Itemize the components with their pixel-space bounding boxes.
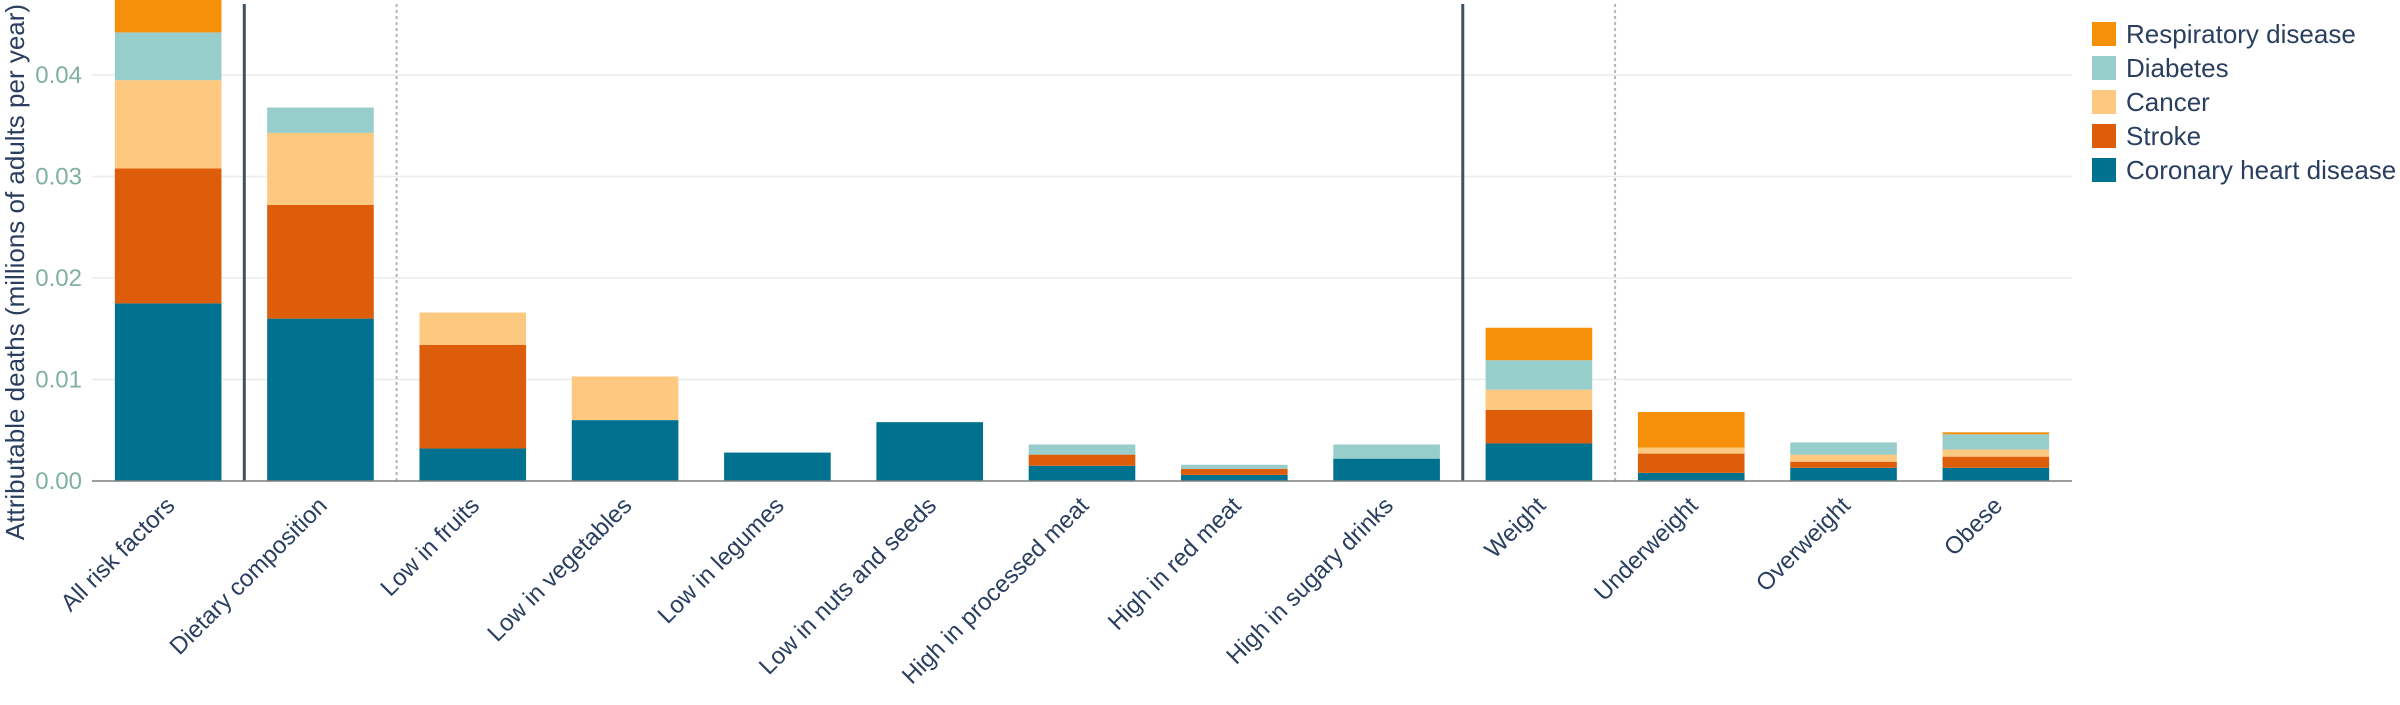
legend: Respiratory disease Diabetes Cancer Stroke C…	[2092, 19, 2396, 185]
bar-segment	[571, 376, 679, 421]
bar-segment	[876, 422, 983, 481]
y-tick-label: 0.04	[35, 62, 82, 89]
bar-segment	[419, 312, 527, 346]
legend-label: Cancer	[2126, 87, 2210, 117]
bar-segment	[1028, 444, 1136, 455]
bar-segment	[114, 80, 222, 169]
bar-segment	[571, 420, 679, 481]
x-tick-label: Low in nuts and seeds	[754, 492, 942, 680]
x-tick-label: Weight	[1480, 492, 1552, 564]
bar-segment	[1942, 432, 2050, 435]
bar-segment	[1637, 472, 1745, 481]
legend-swatch	[2092, 90, 2116, 114]
bars	[114, 0, 2050, 481]
x-tick-label: Underweight	[1589, 492, 1704, 607]
bar-segment	[1028, 454, 1136, 466]
bar-segment	[1485, 389, 1593, 410]
legend-label: Respiratory disease	[2126, 19, 2356, 49]
bar-segment	[1485, 360, 1593, 390]
y-tick-labels: 0.00 0.01 0.02 0.03 0.04	[35, 62, 82, 495]
bar-segment	[1181, 464, 1288, 469]
bar-segment	[1333, 458, 1440, 481]
bar-segment	[114, 0, 222, 33]
group-separators	[242, 4, 1617, 481]
bar-segment	[267, 107, 374, 133]
bar-segment	[419, 345, 527, 449]
bar-segment	[724, 452, 831, 481]
bar-segment	[267, 204, 374, 319]
bar-segment	[1333, 444, 1440, 459]
y-tick-label: 0.01	[35, 367, 82, 394]
y-tick-label: 0.00	[35, 468, 82, 495]
bar-segment	[1637, 411, 1745, 448]
bar-segment	[1942, 434, 2050, 450]
bar-segment	[114, 303, 222, 481]
bar-segment	[1485, 443, 1593, 481]
legend-swatch	[2092, 22, 2116, 46]
bar-segment	[1942, 449, 2050, 457]
bar-segment	[1942, 467, 2050, 481]
bar-segment	[267, 132, 374, 205]
legend-label: Diabetes	[2126, 53, 2229, 83]
x-tick-label: Low in fruits	[375, 492, 485, 602]
bar-segment	[419, 448, 527, 481]
x-tick-label: All risk factors	[56, 492, 181, 617]
gridlines	[92, 74, 2072, 381]
bar-segment	[1637, 453, 1745, 473]
bar-segment	[1637, 447, 1745, 454]
x-tick-label: Obese	[1939, 492, 2008, 561]
legend-swatch	[2092, 158, 2116, 182]
y-tick-label: 0.02	[35, 265, 82, 292]
bar-segment	[1485, 409, 1593, 444]
x-tick-label: Overweight	[1751, 492, 1856, 597]
bar-segment	[1181, 474, 1288, 481]
bar-segment	[1485, 327, 1593, 361]
legend-swatch	[2092, 124, 2116, 148]
x-tick-label: High in red meat	[1103, 492, 1247, 636]
bar-segment	[114, 168, 222, 304]
bar-segment	[1028, 465, 1136, 481]
y-tick-label: 0.03	[35, 164, 82, 191]
bar-segment	[1790, 442, 1897, 455]
y-axis-title: Attributable deaths (millions of adults …	[0, 4, 30, 540]
x-tick-label: Low in legumes	[653, 492, 790, 629]
x-tick-label: Dietary composition	[165, 492, 333, 660]
bar-segment	[1790, 461, 1897, 468]
bar-segment	[267, 318, 374, 481]
bar-segment	[1942, 456, 2050, 468]
bar-segment	[1790, 467, 1897, 481]
bar-segment	[1790, 454, 1897, 462]
bar-segment	[1181, 468, 1288, 475]
x-tick-label: High in sugary drinks	[1221, 492, 1399, 670]
bar-segment	[114, 32, 222, 81]
legend-swatch	[2092, 56, 2116, 80]
legend-label: Stroke	[2126, 121, 2201, 151]
legend-label: Coronary heart disease	[2126, 155, 2396, 185]
x-tick-label: Low in vegetables	[482, 492, 637, 647]
